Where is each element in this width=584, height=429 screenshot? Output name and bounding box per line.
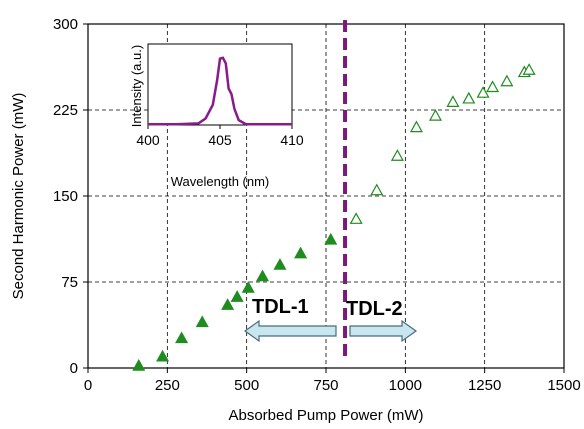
inset-x-tick-label: 410 xyxy=(280,132,304,148)
inset-x-tick-label: 405 xyxy=(208,132,232,148)
y-axis-ticks: 0 75 150 225 300 xyxy=(53,16,88,377)
data-point-open-triangle xyxy=(446,95,460,107)
data-points xyxy=(132,63,536,371)
x-tick-label: 1000 xyxy=(389,377,422,394)
main-plot: 0 250 500 750 1000 1250 1500 0 75 150 225 300 TDL-… xyxy=(10,16,581,424)
y-tick-label: 75 xyxy=(61,274,78,291)
data-point-filled-triangle xyxy=(273,258,287,270)
x-tick-label: 750 xyxy=(313,377,338,394)
x-tick-label: 1250 xyxy=(468,377,501,394)
data-point-filled-triangle xyxy=(241,280,255,293)
inset-x-tick-label: 400 xyxy=(136,132,160,148)
region-arrows: TDL-1 TDL-2 xyxy=(243,296,418,343)
data-point-open-triangle xyxy=(486,80,500,93)
x-tick-label: 250 xyxy=(155,377,180,394)
data-point-filled-triangle xyxy=(221,298,235,310)
data-point-open-triangle xyxy=(409,120,423,133)
data-point-filled-triangle xyxy=(175,331,189,344)
tdl-1-arrow xyxy=(243,319,337,343)
x-tick-label: 0 xyxy=(84,377,92,394)
x-axis-ticks: 0 250 500 750 1000 1250 1500 xyxy=(84,368,581,394)
inset-y-axis-title: Intensity (a.u.) xyxy=(129,45,144,127)
data-point-filled-triangle xyxy=(156,349,170,362)
y-tick-label: 300 xyxy=(53,16,78,33)
inset-spectrum-line xyxy=(148,56,292,126)
data-point-open-triangle xyxy=(522,63,536,75)
tdl-1-label: TDL-1 xyxy=(252,296,309,318)
tdl-2-arrow xyxy=(349,319,418,343)
y-tick-label: 0 xyxy=(70,360,78,377)
data-point-open-triangle xyxy=(462,91,476,104)
x-axis-title: Absorbed Pump Power (mW) xyxy=(228,407,423,424)
data-point-filled-triangle xyxy=(256,269,270,282)
data-point-open-triangle xyxy=(428,108,442,121)
inset-plot-frame xyxy=(147,43,293,126)
y-axis-title: Second Harmonic Power (mW) xyxy=(10,93,27,300)
data-point-filled-triangle xyxy=(195,315,209,328)
inset-plot: 400 405 410 Wavelength (nm) Intensity (a.u… xyxy=(129,43,304,189)
data-point-filled-triangle xyxy=(294,246,308,259)
x-tick-label: 500 xyxy=(234,377,259,394)
data-point-open-triangle xyxy=(370,183,384,196)
data-point-open-triangle xyxy=(476,86,490,98)
data-point-filled-triangle xyxy=(132,358,146,371)
data-point-open-triangle xyxy=(349,212,363,224)
data-point-open-triangle xyxy=(500,74,514,87)
y-tick-label: 225 xyxy=(53,102,78,119)
inset-x-ticks: 400 405 410 xyxy=(136,125,304,148)
data-point-filled-triangle xyxy=(230,290,244,302)
y-tick-label: 150 xyxy=(53,188,78,205)
data-point-open-triangle xyxy=(390,149,404,161)
x-tick-label: 1500 xyxy=(547,377,580,394)
tdl-2-label: TDL-2 xyxy=(346,298,403,320)
data-point-filled-triangle xyxy=(324,232,338,245)
inset-x-axis-title: Wavelength (nm) xyxy=(171,174,270,189)
